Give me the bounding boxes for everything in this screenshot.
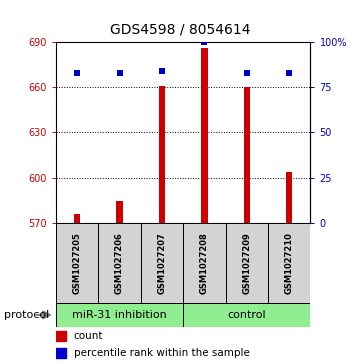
Bar bbox=[74, 214, 81, 223]
Bar bbox=[159, 86, 165, 223]
Text: miR-31 inhibition: miR-31 inhibition bbox=[72, 310, 167, 320]
Bar bbox=[116, 200, 123, 223]
Text: GSM1027207: GSM1027207 bbox=[157, 232, 166, 294]
Text: GDS4598 / 8054614: GDS4598 / 8054614 bbox=[110, 22, 251, 36]
Text: GSM1027205: GSM1027205 bbox=[73, 232, 82, 294]
Bar bbox=[201, 48, 208, 223]
Text: GSM1027206: GSM1027206 bbox=[115, 232, 124, 294]
Text: GSM1027209: GSM1027209 bbox=[242, 232, 251, 294]
Text: count: count bbox=[74, 331, 103, 341]
Text: GSM1027208: GSM1027208 bbox=[200, 232, 209, 294]
Text: control: control bbox=[227, 310, 266, 320]
Bar bbox=[56, 331, 66, 341]
Bar bbox=[56, 223, 98, 303]
Bar bbox=[141, 223, 183, 303]
Text: percentile rank within the sample: percentile rank within the sample bbox=[74, 348, 250, 358]
Bar bbox=[226, 223, 268, 303]
Bar bbox=[268, 223, 310, 303]
Bar bbox=[56, 303, 183, 327]
Bar bbox=[183, 223, 226, 303]
Text: GSM1027210: GSM1027210 bbox=[285, 232, 294, 294]
Bar bbox=[98, 223, 141, 303]
Bar bbox=[286, 172, 292, 223]
Bar bbox=[244, 87, 250, 223]
Text: protocol: protocol bbox=[4, 310, 49, 320]
Bar bbox=[183, 303, 310, 327]
Bar bbox=[56, 348, 66, 358]
